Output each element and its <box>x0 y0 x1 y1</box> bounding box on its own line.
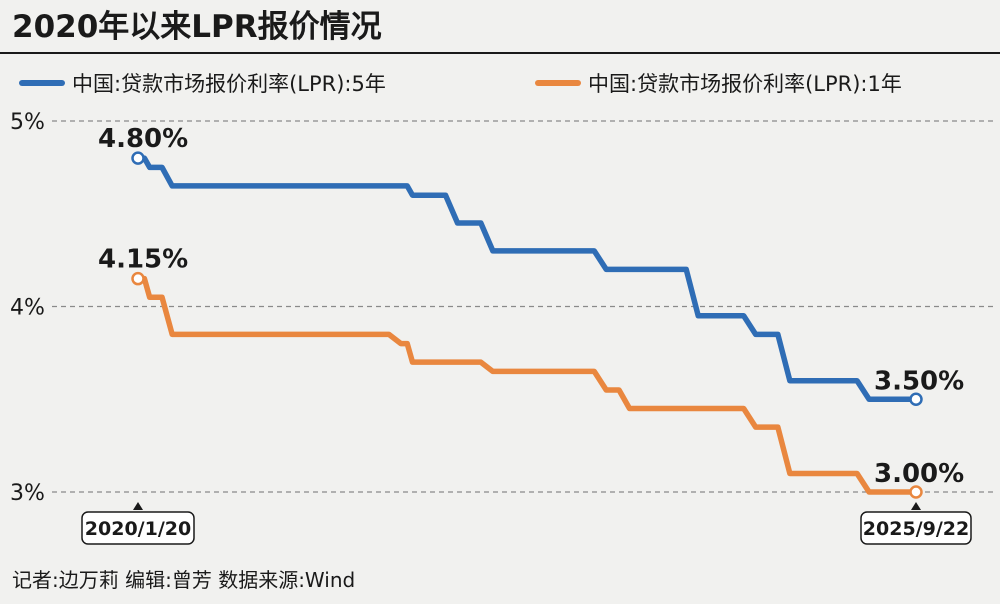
y-tick-label: 5% <box>10 110 45 135</box>
x-tick-label: 2020/1/20 <box>85 518 191 540</box>
series-line-1y <box>135 275 919 495</box>
legend-label-1y: 中国:贷款市场报价利率(LPR):1年 <box>588 72 902 96</box>
end-point-marker <box>909 485 923 499</box>
y-tick-label: 3% <box>10 481 45 506</box>
end-point-marker <box>909 392 923 406</box>
start-point-marker <box>131 271 145 286</box>
start-value-label: 4.80% <box>98 124 188 154</box>
x-tick-label: 2025/9/22 <box>863 518 969 540</box>
footer-credits: 记者:边万莉 编辑:曾芳 数据来源:Wind <box>12 568 355 592</box>
end-value-label: 3.00% <box>874 459 964 489</box>
y-tick-label: 4% <box>10 296 45 321</box>
legend: 中国:贷款市场报价利率(LPR):5年 中国:贷款市场报价利率(LPR):1年 <box>19 72 902 96</box>
x-tick-marker <box>911 502 921 510</box>
series-lines <box>131 151 923 499</box>
x-tick-box <box>81 511 195 545</box>
end-value-label: 3.50% <box>874 366 964 396</box>
grid <box>52 120 996 493</box>
legend-label-5y: 中国:贷款市场报价利率(LPR):5年 <box>72 72 386 96</box>
x-axis: 2020/1/20 2025/9/22 <box>81 502 972 545</box>
x-tick-marker <box>133 502 143 510</box>
start-value-label: 4.15% <box>98 245 188 275</box>
data-labels: 4.80% 3.50% 4.15% 3.00% <box>98 124 964 489</box>
start-point-marker <box>131 151 145 165</box>
series-line-5y <box>135 155 919 402</box>
chart-title: 2020年以来LPR报价情况 <box>12 9 382 45</box>
y-axis: 5% 4% 3% <box>10 110 45 506</box>
x-tick-box <box>860 511 972 545</box>
